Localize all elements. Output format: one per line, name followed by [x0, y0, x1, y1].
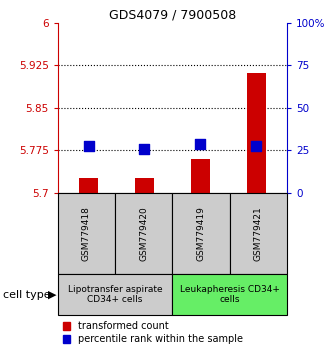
Point [86, 144, 91, 149]
Text: GSM779419: GSM779419 [197, 206, 206, 261]
Bar [191, 159, 210, 193]
Bar [173, 274, 287, 315]
Legend: transformed count, percentile rank within the sample: transformed count, percentile rank withi… [63, 321, 243, 344]
Bar [58, 274, 173, 315]
Bar [79, 178, 98, 193]
Text: GSM779418: GSM779418 [82, 206, 91, 261]
Text: GSM779421: GSM779421 [254, 206, 263, 261]
Point [254, 143, 259, 149]
Text: cell type: cell type [3, 290, 51, 300]
Point [198, 141, 203, 147]
Bar [247, 73, 266, 193]
Title: GDS4079 / 7900508: GDS4079 / 7900508 [109, 9, 236, 22]
Bar [173, 193, 230, 274]
Point [142, 146, 147, 152]
Bar [115, 193, 173, 274]
Bar [58, 193, 115, 274]
Bar [135, 178, 154, 193]
Text: Lipotransfer aspirate
CD34+ cells: Lipotransfer aspirate CD34+ cells [68, 285, 162, 304]
Text: ▶: ▶ [48, 290, 56, 300]
Text: Leukapheresis CD34+
cells: Leukapheresis CD34+ cells [180, 285, 280, 304]
Text: GSM779420: GSM779420 [139, 206, 148, 261]
Bar [230, 193, 287, 274]
